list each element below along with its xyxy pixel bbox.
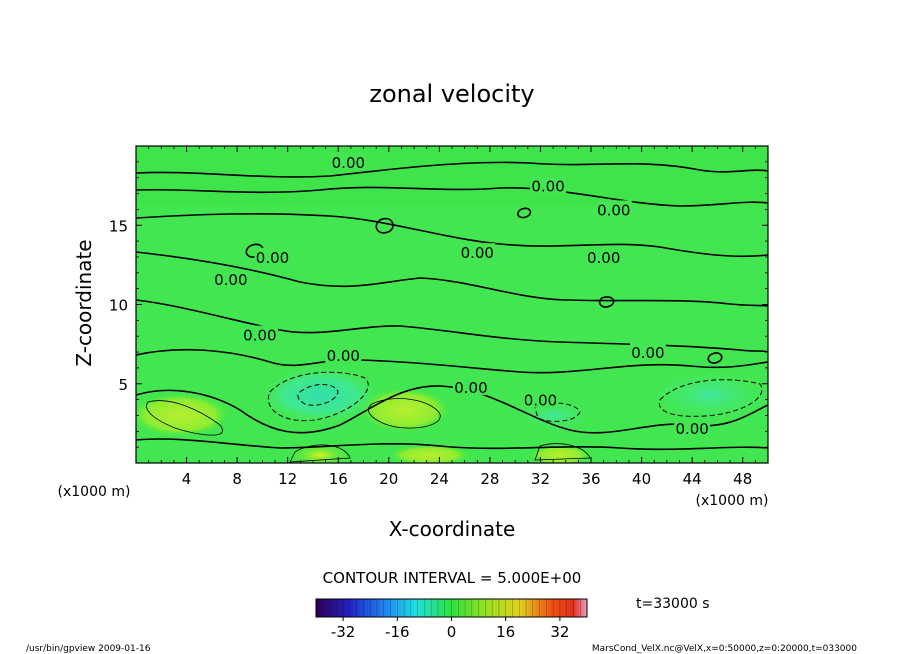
positive-region xyxy=(360,388,450,432)
field-upper-band xyxy=(136,146,768,206)
contour-label-bg xyxy=(254,247,291,265)
contour-label: 0.00 xyxy=(675,420,708,438)
contour-label-bg xyxy=(325,346,362,364)
x-tick-label: 8 xyxy=(232,470,242,488)
y-axis-label: Z-coordinate xyxy=(72,239,96,366)
positive-contours xyxy=(146,398,591,463)
colorbar: -32 -16 0 16 32 xyxy=(315,598,588,641)
x-tick-label: 36 xyxy=(581,470,600,488)
time-label: t=33000 s xyxy=(636,596,710,612)
x-tick-label: 44 xyxy=(683,470,702,488)
positive-region xyxy=(390,445,470,463)
x-tick-label: 4 xyxy=(182,470,192,488)
contour-label-bg xyxy=(595,200,632,218)
contour-label: 0.00 xyxy=(631,344,664,362)
x-tick-label: 40 xyxy=(632,470,651,488)
y-tick-label: 15 xyxy=(109,217,128,235)
x-tick-label: 48 xyxy=(733,470,752,488)
contour-label-bg xyxy=(585,247,622,265)
colorbar-tick-label: 16 xyxy=(496,623,515,641)
chart-title: zonal velocity xyxy=(369,80,534,108)
x-axis: 4 8 12 16 20 24 28 32 36 40 44 48 xyxy=(148,146,769,488)
contour-label: 0.00 xyxy=(256,249,289,267)
colorbar-ticks: -32 -16 0 16 32 xyxy=(331,617,569,641)
contour-label-bg xyxy=(674,419,711,437)
footer-source: MarsCond_VelX.nc@VelX,x=0:50000,z=0:2000… xyxy=(592,644,857,654)
colorbar-tick-label: -32 xyxy=(331,623,356,641)
x-axis-label: X-coordinate xyxy=(389,517,516,541)
x-tick-label: 28 xyxy=(480,470,499,488)
contour-label: 0.00 xyxy=(454,379,487,397)
x-tick-label: 32 xyxy=(531,470,550,488)
x-tick-label: 20 xyxy=(379,470,398,488)
contour-label: 0.00 xyxy=(461,244,494,262)
colorbar-stripes xyxy=(322,599,581,617)
colorbar-tick-label: -16 xyxy=(385,623,410,641)
contour-label-bg xyxy=(241,325,278,343)
footer-program: /usr/bin/gpview 2009-01-16 xyxy=(26,644,151,654)
contour-interval: CONTOUR INTERVAL = 5.000E+00 xyxy=(323,569,582,587)
contour-label-bg xyxy=(452,377,489,395)
contour-label-bg xyxy=(330,152,367,170)
x-unit-label-right: (x1000 m) xyxy=(696,493,769,509)
contour-label: 0.00 xyxy=(243,327,276,345)
colorbar-tick-label: 32 xyxy=(550,623,569,641)
contour-label: 0.00 xyxy=(531,178,564,196)
positive-region xyxy=(136,393,230,437)
x-tick-label: 16 xyxy=(329,470,348,488)
x-unit-label-left: (x1000 m) xyxy=(58,484,131,500)
contour-labels: 0.00 0.00 0.00 0.00 0.00 0.00 0.00 0.00 0.00 0.00… xyxy=(212,152,711,438)
contour-label-bg xyxy=(522,390,559,408)
y-tick-label: 5 xyxy=(118,376,128,394)
colorbar-tick-label: 0 xyxy=(447,623,457,641)
contour-label-bg xyxy=(629,343,666,361)
contour-label: 0.00 xyxy=(214,271,247,289)
y-tick-label: 10 xyxy=(109,297,128,315)
plot-area: 0.00 0.00 0.00 0.00 0.00 0.00 0.00 0.00 0.00 0.00… xyxy=(136,146,768,463)
contour-label: 0.00 xyxy=(524,392,557,410)
contour-label: 0.00 xyxy=(327,347,360,365)
contour-label: 0.00 xyxy=(597,201,630,219)
negative-region xyxy=(650,370,768,420)
y-axis: 5 10 15 xyxy=(109,161,768,448)
contour-label: 0.00 xyxy=(587,249,620,267)
contour-label-bg xyxy=(212,270,249,288)
x-tick-label: 24 xyxy=(430,470,449,488)
contour-label-bg xyxy=(459,243,496,261)
contour-label-bg xyxy=(530,176,567,194)
contour-label: 0.00 xyxy=(332,154,365,172)
x-tick-label: 12 xyxy=(278,470,297,488)
negative-region xyxy=(260,367,380,423)
